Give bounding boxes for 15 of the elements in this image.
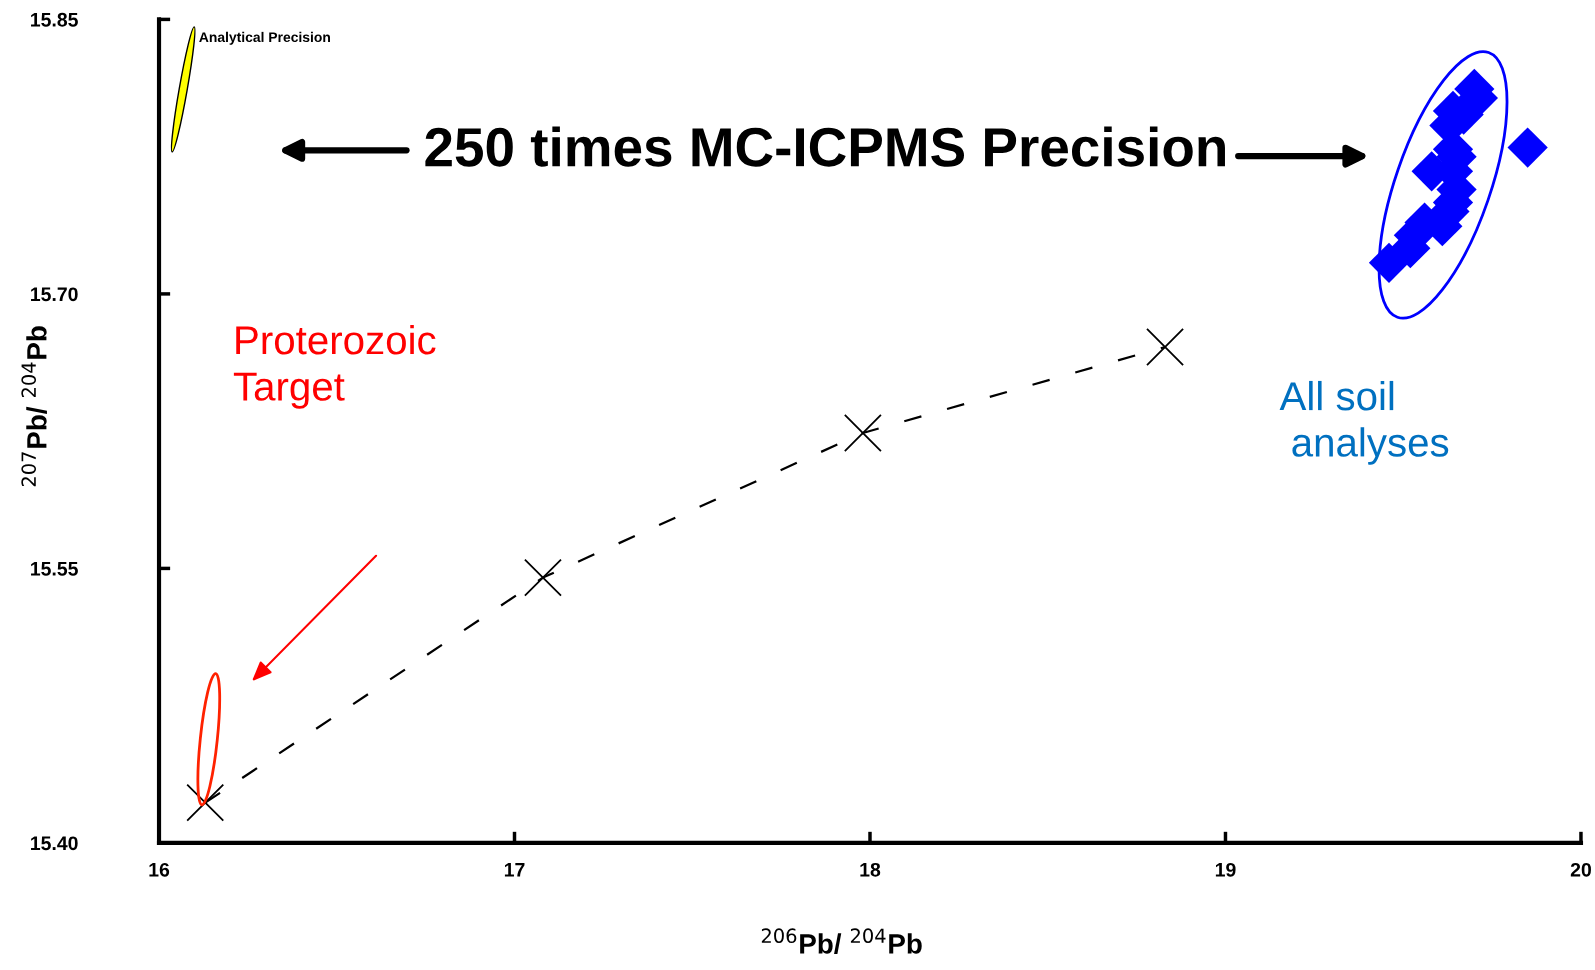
x-tick-label: 18 — [860, 862, 881, 877]
x-tick-label: 19 — [1215, 862, 1236, 877]
annotation: All soil analyses — [1279, 380, 1449, 465]
x-tick-label: 16 — [149, 862, 170, 877]
y-tick-label: 15.55 — [31, 562, 78, 576]
y-tick-label: 15.40 — [31, 836, 78, 851]
annotation: 250 times MC-ICPMS Precision — [425, 126, 1225, 167]
x-axis-title: $^{206}$Pb/ $^{204}$Pb — [761, 928, 922, 954]
annotation: Proterozoic Target — [233, 324, 436, 409]
x-tick-label: 17 — [504, 863, 525, 877]
annotation: Analytical Precision — [199, 31, 330, 45]
y-tick-label: 15.85 — [31, 12, 78, 27]
y-tick-label: 15.70 — [31, 287, 78, 302]
x-tick-label: 20 — [1570, 862, 1591, 877]
y-axis-title: $^{207}$Pb/ $^{204}$Pb — [21, 326, 47, 487]
